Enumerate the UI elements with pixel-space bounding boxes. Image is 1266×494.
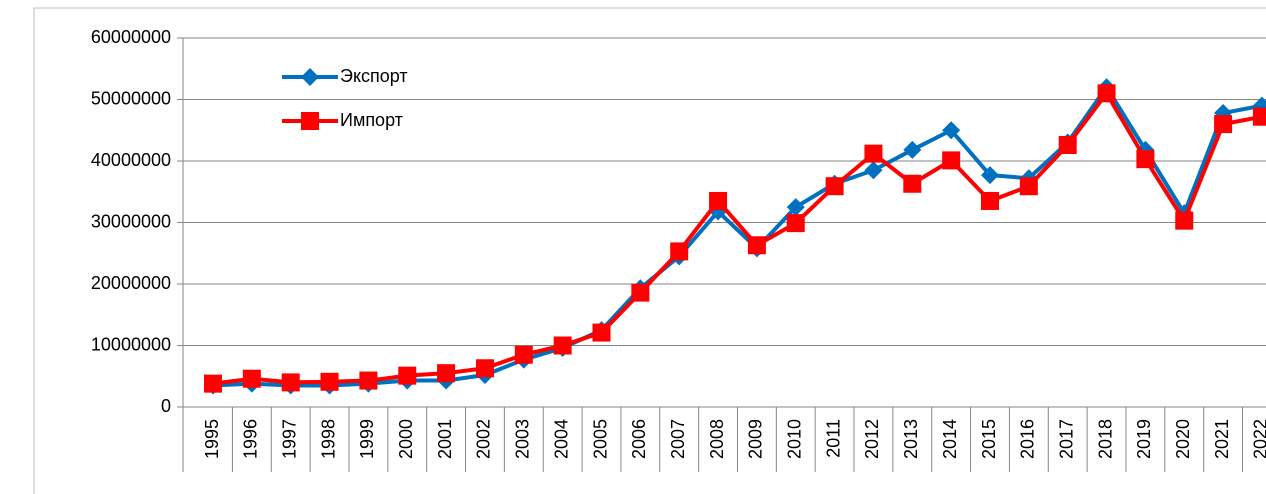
- x-tick-label: 2008: [707, 419, 727, 459]
- y-tick-label: 0: [161, 396, 171, 416]
- y-tick-label: 10000000: [91, 334, 171, 354]
- x-tick-label: 2009: [746, 419, 766, 459]
- x-tick-label: 2002: [474, 419, 494, 459]
- marker: [204, 374, 222, 393]
- x-tick-label: 2005: [590, 419, 610, 459]
- marker: [1058, 136, 1077, 155]
- x-tick-label: 2006: [629, 419, 649, 459]
- marker: [825, 177, 844, 196]
- marker: [1136, 150, 1155, 169]
- marker: [1097, 84, 1116, 103]
- legend-marker: [301, 68, 319, 86]
- x-tick-label: 2019: [1134, 419, 1154, 459]
- legend-marker: [301, 112, 319, 130]
- x-tick-label: 1999: [357, 419, 377, 459]
- marker: [903, 140, 922, 159]
- marker: [514, 345, 533, 364]
- marker: [592, 323, 611, 342]
- x-tick-label: 1996: [241, 419, 261, 459]
- x-tick-label: 2017: [1056, 419, 1076, 459]
- x-tick-label: 2000: [396, 419, 416, 459]
- marker: [786, 214, 805, 233]
- marker: [1252, 107, 1266, 126]
- marker: [398, 366, 417, 385]
- legend-label: Экспорт: [340, 66, 408, 86]
- y-tick-label: 50000000: [91, 88, 171, 108]
- series-line: [212, 91, 1263, 386]
- marker: [864, 161, 883, 180]
- x-tick-label: 2011: [823, 419, 843, 458]
- marker: [747, 236, 766, 255]
- x-tick-label: 2022: [1251, 419, 1266, 459]
- marker: [981, 166, 999, 185]
- marker: [981, 191, 999, 210]
- x-tick-label: 1995: [202, 419, 222, 459]
- marker: [320, 372, 339, 391]
- series-line: [212, 85, 1263, 388]
- y-tick-label: 30000000: [91, 211, 171, 231]
- marker: [1214, 115, 1233, 134]
- y-tick-label: 60000000: [91, 27, 171, 47]
- x-tick-label: 2013: [901, 419, 921, 459]
- x-tick-label: 2001: [435, 419, 455, 459]
- marker: [475, 359, 494, 378]
- x-tick-label: 2021: [1212, 419, 1232, 459]
- chart-frame: [33, 7, 1266, 494]
- marker: [709, 191, 728, 210]
- x-tick-label: 2007: [668, 419, 688, 459]
- marker: [242, 369, 261, 388]
- y-tick-label: 40000000: [91, 150, 171, 170]
- marker: [631, 283, 650, 302]
- marker: [942, 151, 961, 170]
- x-tick-label: 2003: [513, 419, 533, 459]
- marker: [281, 373, 300, 392]
- marker: [903, 174, 922, 193]
- x-tick-label: 2004: [551, 419, 571, 459]
- marker: [553, 336, 572, 355]
- marker: [786, 198, 805, 217]
- x-tick-label: 2014: [940, 419, 960, 459]
- x-tick-label: 1998: [318, 419, 338, 459]
- marker: [942, 121, 961, 140]
- x-tick-label: 2012: [862, 419, 882, 459]
- x-tick-label: 2010: [785, 419, 805, 459]
- x-tick-label: 2018: [1095, 419, 1115, 459]
- legend-label: Импорт: [340, 110, 403, 130]
- y-tick-label: 20000000: [91, 273, 171, 293]
- x-tick-label: 2015: [979, 419, 999, 459]
- marker: [864, 144, 883, 163]
- x-tick-label: 1997: [279, 419, 299, 459]
- marker: [359, 371, 378, 390]
- marker: [670, 242, 689, 261]
- marker: [1175, 211, 1194, 230]
- x-tick-label: 2020: [1173, 419, 1193, 459]
- x-tick-label: 2016: [1018, 419, 1038, 459]
- marker: [1019, 177, 1038, 196]
- marker: [437, 364, 456, 383]
